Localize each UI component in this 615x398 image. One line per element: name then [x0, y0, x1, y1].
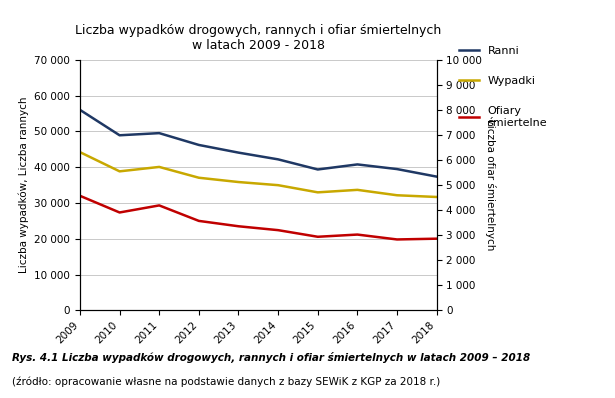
Wypadki [314, 190, 322, 195]
Wypadki [354, 187, 361, 192]
Ranni [314, 167, 322, 172]
Line: Ofiary
śmiertelne: Ofiary śmiertelne [80, 196, 437, 240]
Ranni [76, 107, 84, 112]
Wypadki [274, 183, 282, 187]
Ranni [433, 174, 440, 179]
Y-axis label: Liczba ofiar śmiertelnych: Liczba ofiar śmiertelnych [485, 119, 496, 251]
Wypadki [394, 193, 401, 198]
Wypadki [433, 195, 440, 199]
Ranni [394, 167, 401, 172]
Ranni [354, 162, 361, 167]
Ranni [156, 131, 163, 135]
Ofiary
śmiertelne [235, 224, 242, 229]
Wypadki [116, 169, 123, 174]
Line: Wypadki: Wypadki [80, 152, 437, 197]
Ofiary
śmiertelne [195, 219, 202, 223]
Wypadki [156, 164, 163, 169]
Ranni [274, 157, 282, 162]
Line: Ranni: Ranni [80, 110, 437, 177]
Legend: Ranni, Wypadki, Ofiary
śmiertelne: Ranni, Wypadki, Ofiary śmiertelne [454, 41, 552, 132]
Title: Liczba wypadków drogowych, rannych i ofiar śmiertelnych
w latach 2009 - 2018: Liczba wypadków drogowych, rannych i ofi… [75, 23, 442, 52]
Ofiary
śmiertelne [354, 232, 361, 237]
Ofiary
śmiertelne [116, 210, 123, 215]
Ofiary
śmiertelne [433, 236, 440, 241]
Ofiary
śmiertelne [156, 203, 163, 208]
Wypadki [76, 150, 84, 154]
Text: (źródło: opracowanie własne na podstawie danych z bazy SEWiK z KGP za 2018 r.): (źródło: opracowanie własne na podstawie… [12, 376, 440, 386]
Text: Rys. 4.1 Liczba wypadków drogowych, rannych i ofiar śmiertelnych w latach 2009 –: Rys. 4.1 Liczba wypadków drogowych, rann… [12, 352, 531, 363]
Ranni [195, 142, 202, 147]
Ranni [235, 150, 242, 155]
Ofiary
śmiertelne [394, 237, 401, 242]
Ranni [116, 133, 123, 138]
Ofiary
śmiertelne [314, 234, 322, 239]
Wypadki [235, 179, 242, 184]
Y-axis label: Liczba wypadków, Liczba rannych: Liczba wypadków, Liczba rannych [18, 97, 29, 273]
Ofiary
śmiertelne [76, 193, 84, 198]
Ofiary
śmiertelne [274, 228, 282, 232]
Wypadki [195, 176, 202, 180]
